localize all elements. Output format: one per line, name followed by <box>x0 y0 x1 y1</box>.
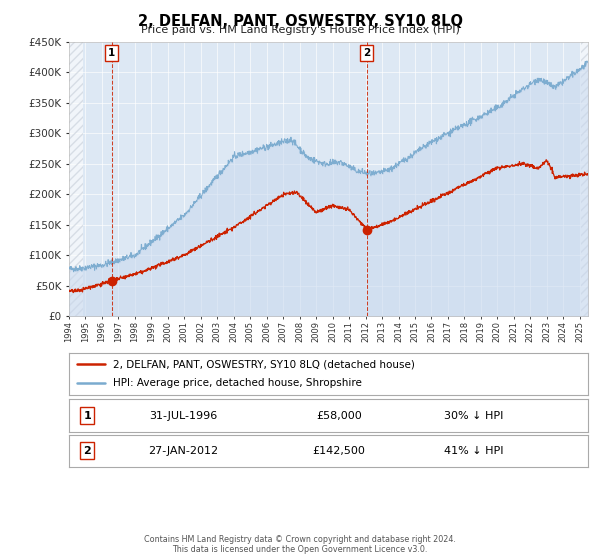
Text: 2, DELFAN, PANT, OSWESTRY, SY10 8LQ (detached house): 2, DELFAN, PANT, OSWESTRY, SY10 8LQ (det… <box>113 359 415 369</box>
Text: Contains HM Land Registry data © Crown copyright and database right 2024.: Contains HM Land Registry data © Crown c… <box>144 535 456 544</box>
Text: 2: 2 <box>83 446 91 456</box>
Text: 1: 1 <box>83 410 91 421</box>
Text: 41% ↓ HPI: 41% ↓ HPI <box>444 446 503 456</box>
Text: 31-JUL-1996: 31-JUL-1996 <box>149 410 217 421</box>
Text: 2: 2 <box>363 48 370 58</box>
Text: 27-JAN-2012: 27-JAN-2012 <box>148 446 218 456</box>
Text: This data is licensed under the Open Government Licence v3.0.: This data is licensed under the Open Gov… <box>172 545 428 554</box>
Text: 1: 1 <box>108 48 115 58</box>
Text: £58,000: £58,000 <box>316 410 362 421</box>
Text: 30% ↓ HPI: 30% ↓ HPI <box>444 410 503 421</box>
Text: £142,500: £142,500 <box>313 446 365 456</box>
Bar <box>69 42 83 316</box>
Text: Price paid vs. HM Land Registry's House Price Index (HPI): Price paid vs. HM Land Registry's House … <box>140 25 460 35</box>
Text: 2, DELFAN, PANT, OSWESTRY, SY10 8LQ: 2, DELFAN, PANT, OSWESTRY, SY10 8LQ <box>137 14 463 29</box>
Bar <box>581 42 588 316</box>
Text: HPI: Average price, detached house, Shropshire: HPI: Average price, detached house, Shro… <box>113 379 362 389</box>
